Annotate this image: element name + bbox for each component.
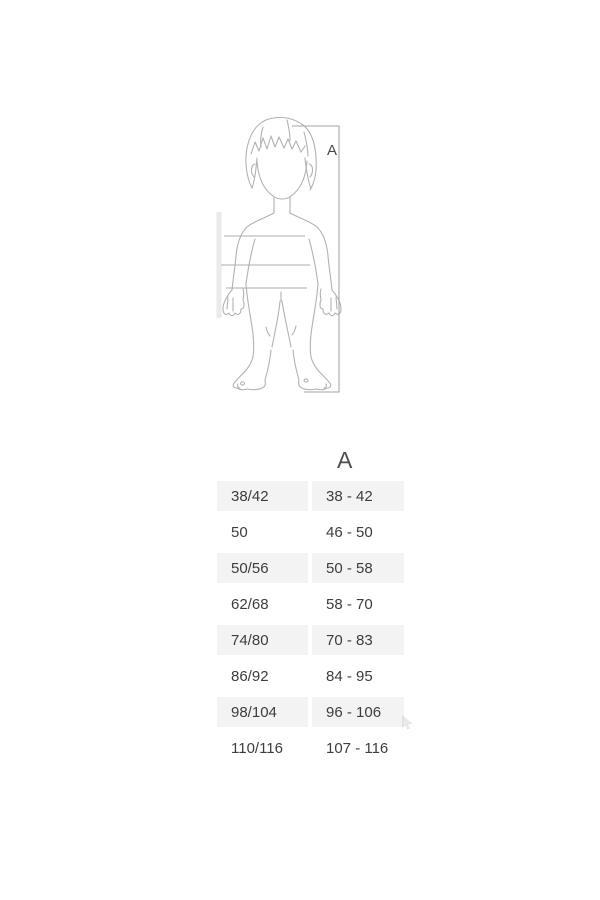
range-cell: 38 - 42 [312,481,404,511]
child-figure-diagram: A [190,105,390,405]
body-cross-lines [221,235,310,289]
size-cell: 50 [231,523,248,541]
table-row: 62/68 58 - 70 [217,589,417,619]
size-cell: 110/116 [231,739,283,757]
table-row: 50/56 50 - 58 [217,553,417,583]
size-cell: 98/104 [217,697,308,727]
height-measurement-line [292,125,340,393]
range-cell: 70 - 83 [312,625,404,655]
scan-artifact-band [216,212,222,318]
size-cell: 50/56 [217,553,308,583]
range-cell: 96 - 106 [312,697,404,727]
table-row: 38/42 38 - 42 [217,481,417,511]
range-cell: 107 - 116 [326,739,389,757]
table-row: 98/104 96 - 106 [217,697,417,727]
table-row: 110/116 107 - 116 [217,733,417,763]
figure-measurement-label: A [327,142,337,159]
table-row: 74/80 70 - 83 [217,625,417,655]
size-table: A 38/42 38 - 42 50 46 - 50 50/56 50 - 58… [217,446,417,769]
mouse-cursor-icon [402,715,413,730]
table-row: 86/92 84 - 95 [217,661,417,691]
size-cell: 86/92 [231,667,269,685]
size-cell: 74/80 [217,625,308,655]
range-cell: 50 - 58 [312,553,404,583]
table-row: 50 46 - 50 [217,517,417,547]
size-table-rows: 38/42 38 - 42 50 46 - 50 50/56 50 - 58 6… [217,481,417,763]
size-cell: 62/68 [231,595,269,613]
body-outline-group [222,116,342,391]
child-outline-drawing: A [216,116,342,393]
range-cell: 84 - 95 [326,667,373,685]
range-cell: 58 - 70 [326,595,373,613]
size-cell: 38/42 [217,481,308,511]
range-cell: 46 - 50 [326,523,373,541]
table-header-A: A [337,447,353,473]
